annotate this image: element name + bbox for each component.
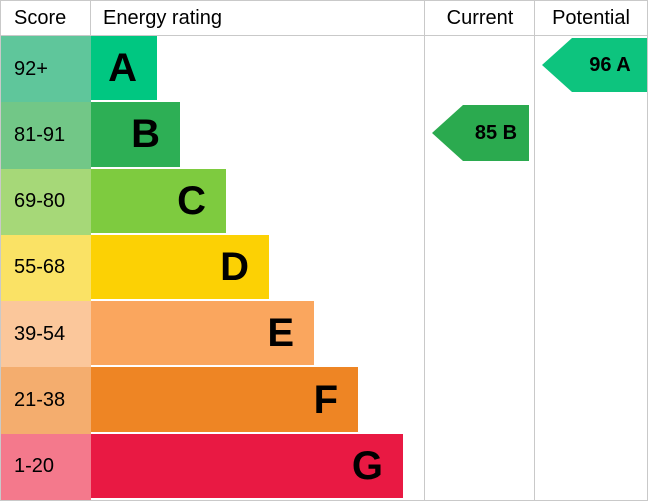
band-row-b: 81-91 B — [1, 102, 647, 169]
header-score: Score — [14, 6, 67, 29]
score-cell: 69-80 — [1, 168, 91, 235]
current-column-divider — [424, 1, 425, 500]
score-column-divider — [90, 1, 91, 36]
score-cell: 81-91 — [1, 102, 91, 169]
left-pointer-icon — [432, 105, 529, 161]
band-rows: 92+ A 81-91 B 69-80 C 55-68 D 39-54 E 21… — [1, 36, 647, 500]
band-row-d: 55-68 D — [1, 234, 647, 302]
rating-bar: F — [91, 367, 358, 432]
header-current: Current — [446, 6, 514, 29]
chart-header-row: Score Energy rating Current Potential — [1, 1, 647, 36]
rating-bar: C — [91, 168, 226, 233]
score-cell: 1-20 — [1, 433, 91, 500]
header-potential: Potential — [552, 6, 630, 29]
score-cell: 39-54 — [1, 301, 91, 368]
potential-column-divider — [534, 1, 535, 500]
score-cell: 55-68 — [1, 234, 91, 302]
band-row-a: 92+ A — [1, 36, 647, 103]
rating-bar: A — [91, 36, 157, 101]
potential-arrow: 96 A — [542, 38, 647, 92]
band-row-g: 1-20 G — [1, 433, 647, 500]
header-energy-rating: Energy rating — [103, 6, 222, 29]
rating-bar: D — [91, 234, 269, 300]
potential-arrow-label: 96 A — [589, 53, 631, 76]
band-row-f: 21-38 F — [1, 367, 647, 434]
band-row-e: 39-54 E — [1, 301, 647, 368]
left-pointer-icon — [542, 38, 647, 92]
score-cell: 92+ — [1, 36, 91, 103]
current-arrow: 85 B — [432, 105, 529, 161]
rating-bar: G — [91, 433, 403, 498]
band-row-c: 69-80 C — [1, 168, 647, 235]
score-cell: 21-38 — [1, 367, 91, 434]
current-arrow-label: 85 B — [474, 121, 518, 144]
rating-bar: E — [91, 301, 314, 366]
rating-bar: B — [91, 102, 180, 167]
